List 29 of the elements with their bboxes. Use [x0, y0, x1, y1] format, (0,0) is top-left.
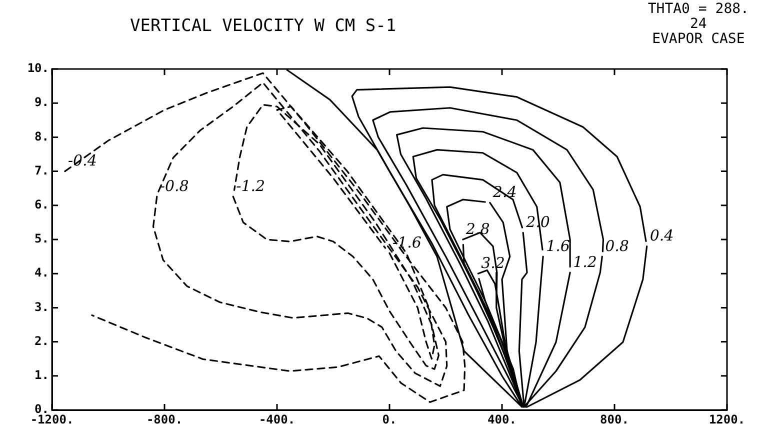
series-label: -1.2	[236, 176, 266, 195]
y-tick-label: 2.	[34, 334, 49, 348]
series-label: 0.4	[650, 226, 674, 245]
y-tick-label: 3.	[34, 300, 49, 314]
x-tick-label: 0.	[382, 412, 397, 426]
x-tick-label: -400.	[258, 412, 296, 426]
y-tick-label: 8.	[34, 129, 49, 144]
y-tick-label: 9.	[34, 95, 49, 110]
x-tick-label: -800.	[146, 412, 183, 426]
x-tick-label: 800.	[600, 412, 629, 426]
x-tick-label: 1200.	[708, 412, 746, 426]
y-tick-label: 4.	[34, 266, 49, 280]
y-tick-label: 1.	[34, 368, 49, 382]
y-tick-label: 10.	[27, 61, 49, 76]
y-tick-label: 6.	[34, 198, 49, 212]
x-tick-label: 400.	[488, 412, 516, 426]
series-label: -0.4	[68, 152, 97, 170]
series-label: 2.8	[464, 220, 490, 238]
x-tick-label: -1200.	[30, 412, 74, 426]
series-label: 0.8	[605, 236, 629, 255]
text: 24	[688, 16, 708, 32]
series-label: -0.8	[160, 176, 189, 195]
series-label: 1.2	[573, 252, 597, 271]
chart-title: VERTICAL VELOCITY W CM S-1	[130, 16, 396, 36]
text: EVAPOR CASE	[651, 31, 746, 47]
y-tick-label: 7.	[34, 163, 49, 178]
series-label: 1.6	[546, 236, 570, 255]
y-tick-label: 5.	[34, 232, 49, 246]
text: THTA0 = 288.	[648, 1, 749, 17]
